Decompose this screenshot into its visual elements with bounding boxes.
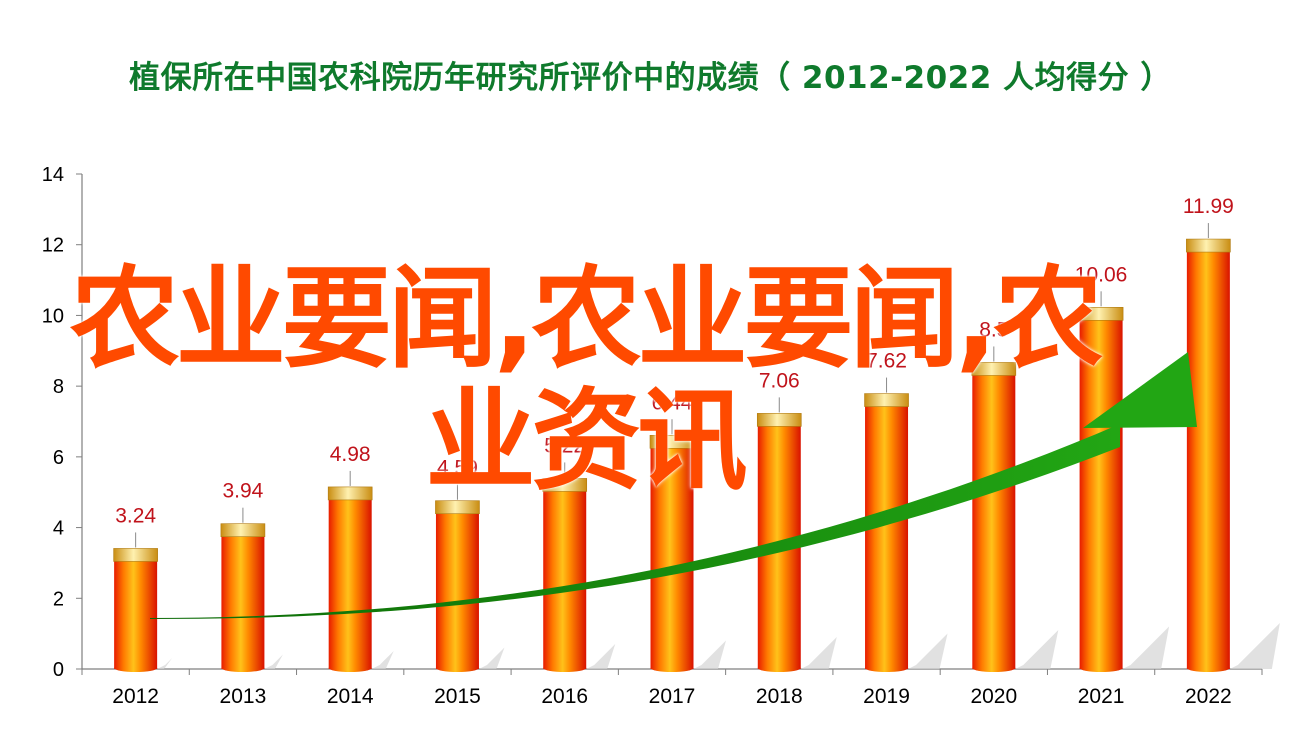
- bar-2022: [1186, 245, 1230, 669]
- x-tick-label-2021: 2021: [1078, 685, 1125, 708]
- bar-2016: [543, 484, 587, 669]
- bars-group: [113, 238, 1231, 672]
- data-label-2015: 4.59: [437, 457, 478, 480]
- bar-shadow: [1015, 630, 1059, 669]
- y-tick-label: 4: [53, 518, 64, 540]
- data-label-2019: 7.62: [866, 350, 907, 373]
- bar-cap: [1078, 307, 1124, 321]
- x-tick-label-2017: 2017: [649, 685, 696, 708]
- bar-base: [328, 664, 372, 672]
- bar-cap: [327, 486, 373, 501]
- bar-cap: [971, 362, 1017, 376]
- bar-cap: [649, 434, 695, 449]
- watermark-text: 农业要闻,农业要闻,农业资讯: [69, 255, 1104, 505]
- bar-2019: [865, 399, 909, 669]
- bar-base: [543, 664, 587, 672]
- bar-shadow: [908, 633, 948, 669]
- x-tick-label-2012: 2012: [112, 685, 159, 708]
- trend-arrow-layer: [150, 352, 1197, 619]
- y-tick-label: 2: [53, 588, 64, 610]
- y-tick-label: 12: [42, 235, 64, 257]
- x-tick-label-2022: 2022: [1185, 685, 1232, 708]
- data-label-2018: 7.06: [759, 369, 800, 392]
- bar-cap: [1186, 238, 1231, 253]
- bar-base: [114, 664, 158, 672]
- data-labels-group: 3.24 3.94 4.98 4.59 5.22 6.44 7.06 7.62 8.5 10.06…: [115, 195, 1234, 548]
- bar-2014: [328, 492, 372, 669]
- y-tick-label: 0: [53, 659, 64, 681]
- bar-base: [1079, 664, 1123, 672]
- bar-cap: [864, 393, 909, 407]
- x-tick-label-2015: 2015: [434, 685, 481, 708]
- x-tick-label-2019: 2019: [863, 685, 910, 708]
- bar-shadow: [693, 640, 726, 669]
- x-tick-label-2014: 2014: [327, 685, 374, 708]
- x-tick-label-2018: 2018: [756, 685, 803, 708]
- trend-arrow-head: [1083, 352, 1197, 428]
- bar-shadow: [371, 651, 394, 669]
- data-label-2016: 5.22: [544, 434, 585, 457]
- data-label-2022: 11.99: [1183, 195, 1234, 218]
- y-tick-label: 6: [53, 447, 64, 469]
- bar-base: [757, 664, 801, 672]
- bar-shadow: [586, 644, 616, 669]
- bar-cap: [756, 413, 802, 427]
- chart-title: 植保所在中国农科院历年研究所评价中的成绩（ 2012-2022 人均得分 ）: [129, 60, 1172, 96]
- x-tick-label-2020: 2020: [970, 685, 1017, 708]
- trend-arrow-body: [150, 424, 1120, 619]
- y-tick-label: 14: [42, 164, 64, 186]
- bar-shadow: [1122, 626, 1170, 669]
- x-tick-label-2013: 2013: [220, 685, 267, 708]
- y-tick-label: 8: [53, 376, 64, 398]
- bar-2015: [435, 506, 479, 669]
- bar-2020: [972, 368, 1016, 669]
- data-label-2020: 8.5: [979, 318, 1008, 341]
- y-tick-label: 10: [42, 305, 64, 327]
- bar-2021: [1079, 313, 1123, 669]
- bar-base: [650, 664, 694, 672]
- bar-2012: [114, 554, 158, 669]
- data-label-2021: 10.06: [1075, 263, 1128, 286]
- bar-shadow: [157, 658, 173, 669]
- bar-base: [972, 664, 1016, 672]
- bar-base: [865, 664, 909, 672]
- bar-shadow: [800, 637, 837, 669]
- bar-2013: [221, 529, 265, 669]
- bar-shadows: [157, 623, 1280, 669]
- x-tick-label-2016: 2016: [541, 685, 588, 708]
- bar-cap: [542, 478, 588, 492]
- data-label-2014: 4.98: [330, 443, 371, 466]
- bar-base: [221, 664, 265, 672]
- bar-base: [435, 664, 479, 672]
- bar-shadow: [1229, 623, 1280, 669]
- bar-base: [1186, 664, 1230, 672]
- bar-cap: [113, 548, 158, 562]
- data-label-2012: 3.24: [115, 504, 156, 527]
- bar-shadow: [264, 654, 283, 669]
- data-label-2017: 6.44: [652, 391, 693, 414]
- bar-shadow: [478, 647, 505, 669]
- bar-2017: [650, 441, 694, 669]
- data-label-2013: 3.94: [222, 480, 263, 503]
- bar-cap: [435, 500, 480, 515]
- bar-cap: [220, 523, 266, 537]
